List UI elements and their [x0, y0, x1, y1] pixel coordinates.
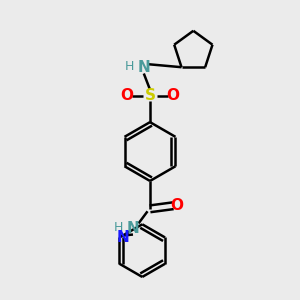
Text: N: N: [117, 230, 130, 245]
Text: O: O: [167, 88, 180, 103]
Text: N: N: [127, 221, 139, 236]
Text: O: O: [120, 88, 133, 103]
Text: O: O: [170, 198, 183, 213]
Text: H: H: [124, 60, 134, 73]
Text: H: H: [113, 221, 123, 234]
Text: S: S: [145, 88, 155, 103]
Text: N: N: [137, 61, 150, 76]
